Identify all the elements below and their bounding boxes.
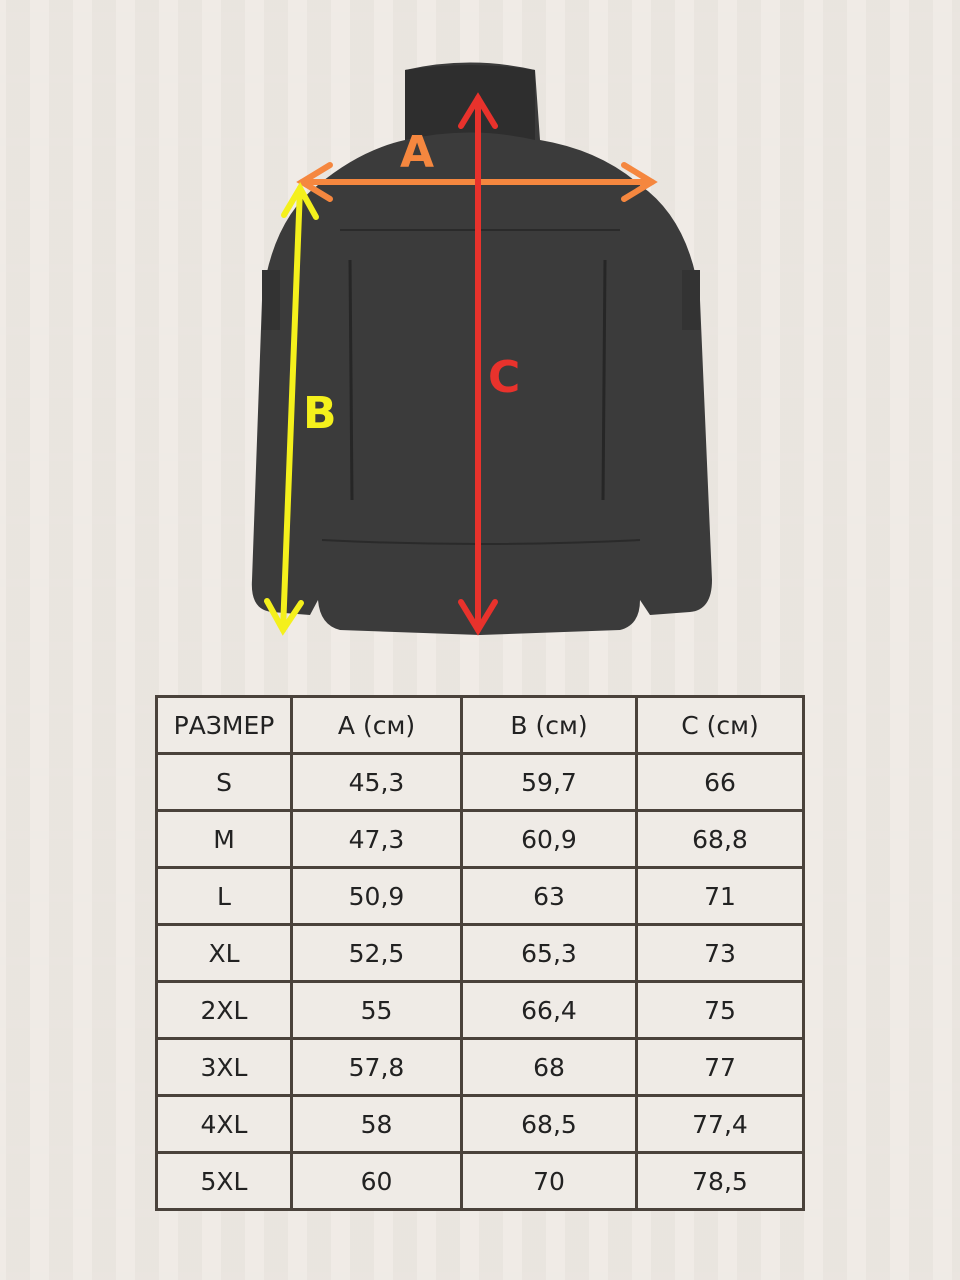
table-cell: 65,3 [460,923,638,983]
label-a: A [400,127,434,178]
table-cell: 68,5 [460,1094,638,1154]
table-cell: 4XL [155,1094,293,1154]
jacket-image [251,62,713,635]
table-cell: B (см) [460,695,638,755]
table-cell: 77,4 [635,1094,805,1154]
table-cell: 77 [635,1037,805,1097]
label-b: B [303,388,337,439]
table-cell: 68 [460,1037,638,1097]
table-cell: 5XL [155,1151,293,1211]
table-cell: 70 [460,1151,638,1211]
jacket-illustration: A B C [251,62,713,636]
table-cell: 59,7 [460,752,638,812]
table-cell: 71 [635,866,805,926]
table-cell: 78,5 [635,1151,805,1211]
table-cell: 66,4 [460,980,638,1040]
table-cell: 75 [635,980,805,1040]
table-cell: 3XL [155,1037,293,1097]
table-cell: 52,5 [290,923,463,983]
table-cell: C (см) [635,695,805,755]
label-c: C [488,352,520,403]
table-cell: 66 [635,752,805,812]
table-row: L 50,9 63 71 [155,866,805,926]
table-cell: 55 [290,980,463,1040]
table-row: 3XL 57,8 68 77 [155,1037,805,1097]
table-cell: L [155,866,293,926]
table-cell: 60,9 [460,809,638,869]
table-cell: 45,3 [290,752,463,812]
table-cell: РАЗМЕР [155,695,293,755]
arrow-c [458,92,498,636]
table-row: 4XL 58 68,5 77,4 [155,1094,805,1154]
table-row: 5XL 60 70 78,5 [155,1151,805,1211]
arrow-b [264,181,319,636]
table-cell: 50,9 [290,866,463,926]
table-cell: XL [155,923,293,983]
table-cell: 47,3 [290,809,463,869]
table-cell: 68,8 [635,809,805,869]
table-cell: A (см) [290,695,463,755]
size-table: РАЗМЕР A (см) B (см) C (см) S 45,3 59,7 66 M 47,3… [155,695,805,1211]
table-cell: 63 [460,866,638,926]
table-cell: 57,8 [290,1037,463,1097]
table-cell: 2XL [155,980,293,1040]
table-cell: S [155,752,293,812]
table-cell: 60 [290,1151,463,1211]
table-row: M 47,3 60,9 68,8 [155,809,805,869]
table-row: 2XL 55 66,4 75 [155,980,805,1040]
table-cell: 58 [290,1094,463,1154]
table-row: S 45,3 59,7 66 [155,752,805,812]
table-row: XL 52,5 65,3 73 [155,923,805,983]
table-cell: M [155,809,293,869]
table-cell: 73 [635,923,805,983]
table-header-row: РАЗМЕР A (см) B (см) C (см) [155,695,805,755]
